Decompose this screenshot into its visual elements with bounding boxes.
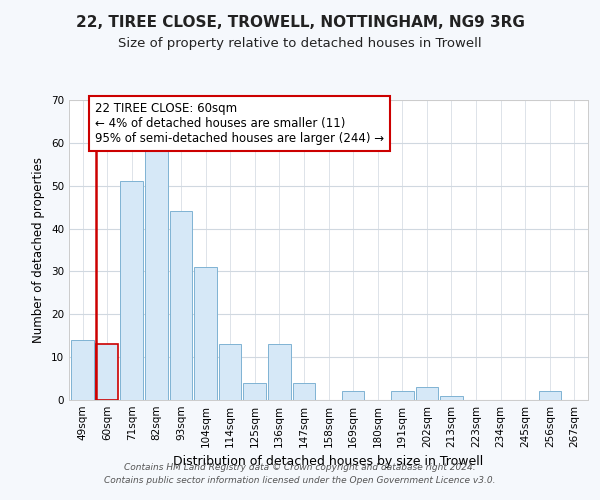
Bar [244,383,266,400]
Bar [268,344,290,400]
Text: Contains HM Land Registry data © Crown copyright and database right 2024.
Contai: Contains HM Land Registry data © Crown c… [104,464,496,485]
Bar [121,182,143,400]
Text: 22 TIREE CLOSE: 60sqm
← 4% of detached houses are smaller (11)
95% of semi-detac: 22 TIREE CLOSE: 60sqm ← 4% of detached h… [95,102,384,145]
Y-axis label: Number of detached properties: Number of detached properties [32,157,46,343]
Bar [342,392,364,400]
Bar [71,340,94,400]
Bar [170,212,192,400]
X-axis label: Distribution of detached houses by size in Trowell: Distribution of detached houses by size … [173,456,484,468]
Text: 22, TIREE CLOSE, TROWELL, NOTTINGHAM, NG9 3RG: 22, TIREE CLOSE, TROWELL, NOTTINGHAM, NG… [76,15,524,30]
Bar [416,387,438,400]
Bar [219,344,241,400]
Bar [391,392,413,400]
Bar [96,344,118,400]
Bar [293,383,315,400]
Bar [194,267,217,400]
Text: Size of property relative to detached houses in Trowell: Size of property relative to detached ho… [118,38,482,51]
Bar [539,392,561,400]
Bar [440,396,463,400]
Bar [145,152,167,400]
